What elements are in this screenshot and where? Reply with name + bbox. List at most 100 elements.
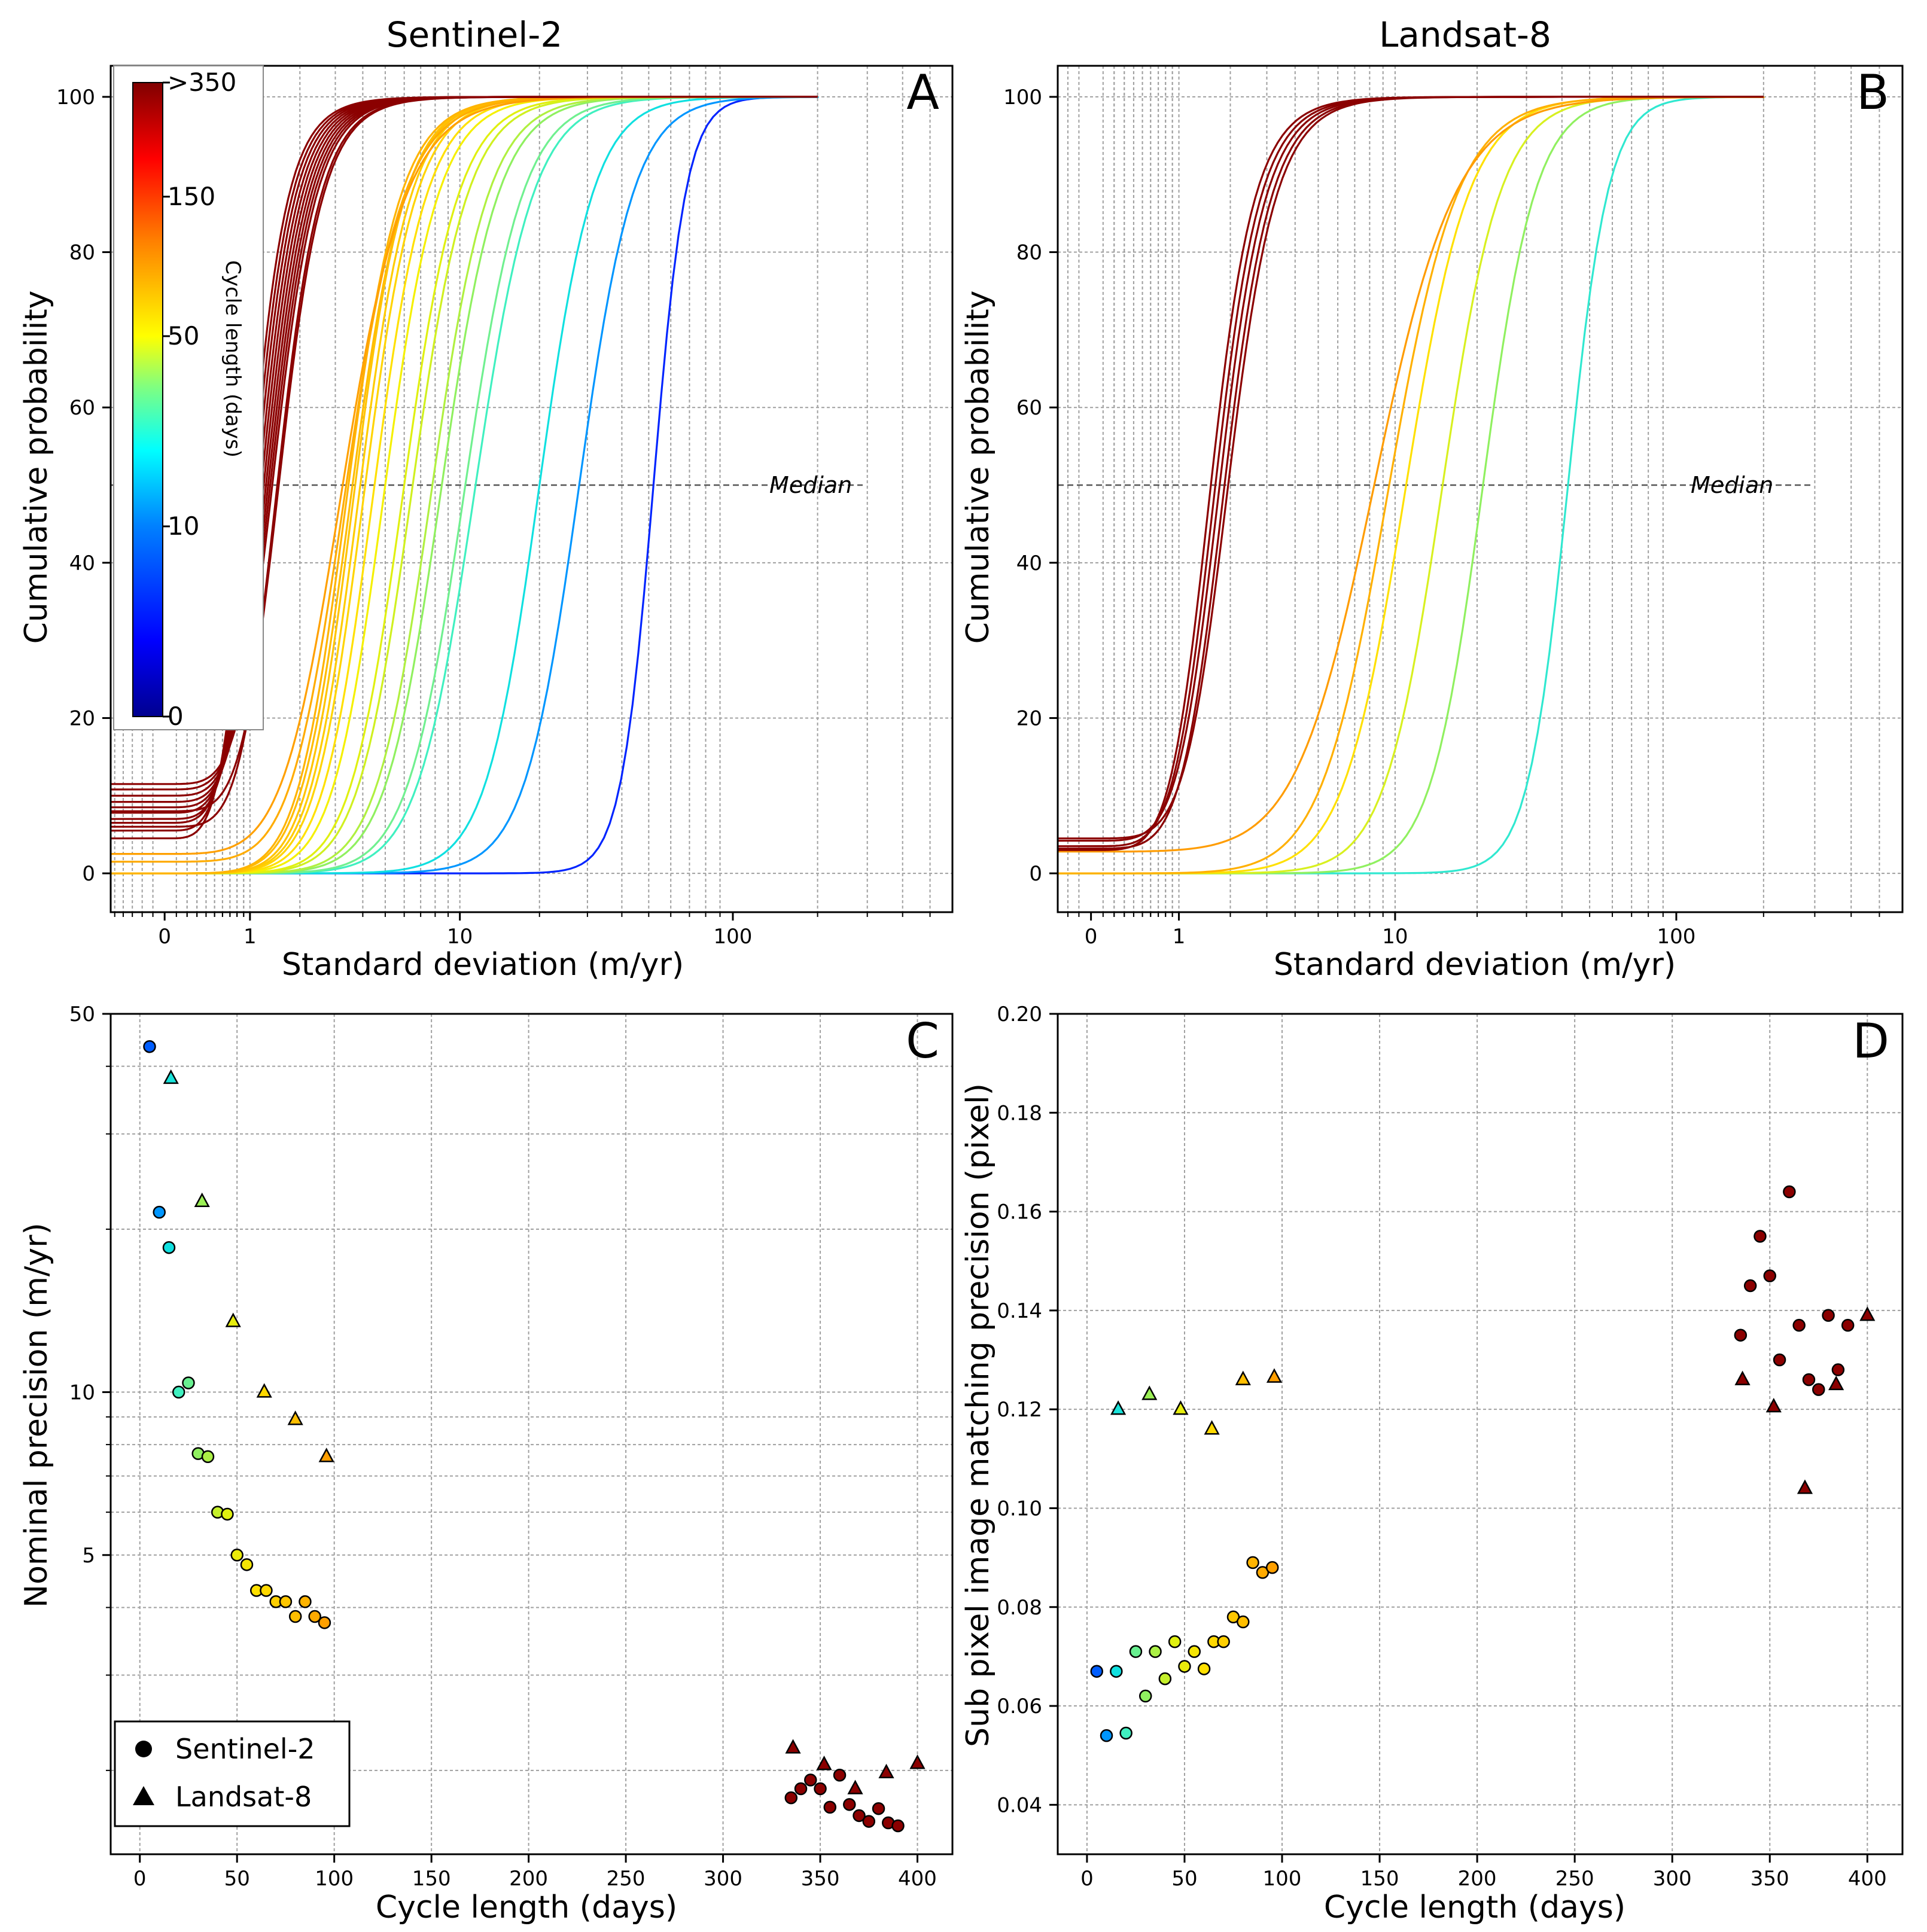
point-sentinel-2 [1773, 1353, 1786, 1367]
y-tick-label: 0.04 [997, 1793, 1042, 1817]
x-tick-label: 10 [447, 925, 473, 949]
y-tick-label: 0.20 [997, 1002, 1042, 1026]
point-sentinel-2 [279, 1595, 293, 1608]
point-sentinel-2 [182, 1376, 195, 1389]
legend-triangle-marker [133, 1786, 154, 1805]
point-sentinel-2 [162, 1241, 176, 1254]
point-sentinel-2 [1783, 1185, 1796, 1199]
x-tick-label: 1 [1173, 925, 1186, 949]
panel-a-letter: A [906, 65, 939, 120]
panel-a-ylabel: Cumulative probability [19, 291, 54, 644]
point-sentinel-2 [1792, 1318, 1806, 1332]
point-sentinel-2 [862, 1815, 876, 1828]
point-sentinel-2 [1138, 1689, 1152, 1703]
y-tick-label: 80 [1016, 241, 1042, 265]
y-tick-label: 0.12 [997, 1398, 1042, 1422]
point-sentinel-2 [1246, 1556, 1259, 1570]
point-landsat-8 [816, 1756, 832, 1771]
point-sentinel-2 [1237, 1615, 1250, 1629]
panel-d-xlabel: Cycle length (days) [1324, 1890, 1625, 1925]
y-tick-label: 20 [69, 706, 95, 730]
y-tick-label: 40 [69, 551, 95, 575]
point-landsat-8 [318, 1448, 334, 1462]
x-tick-label: 200 [509, 1867, 548, 1891]
point-sentinel-2 [1158, 1672, 1172, 1686]
colorbar-tick-label: 150 [168, 182, 215, 211]
point-landsat-8 [1828, 1375, 1844, 1391]
x-tick-label: 150 [1360, 1867, 1399, 1891]
panel-a-median-label: Median [769, 472, 852, 498]
y-tick-label: 0 [82, 862, 95, 886]
point-sentinel-2 [153, 1205, 166, 1219]
x-tick-label: 400 [898, 1867, 937, 1891]
point-sentinel-2 [1197, 1662, 1211, 1675]
x-tick-label: 50 [1171, 1867, 1197, 1891]
cdf-curve-96-days [1058, 96, 1765, 853]
point-sentinel-2 [843, 1798, 856, 1811]
y-tick-label: 100 [1003, 86, 1042, 109]
y-tick-label: 0.10 [997, 1497, 1042, 1520]
point-landsat-8 [1797, 1479, 1813, 1494]
y-tick-label: 5 [82, 1544, 95, 1568]
y-tick-label: 0.08 [997, 1596, 1042, 1620]
x-tick-label: 300 [704, 1867, 742, 1891]
x-tick-label: 10 [1382, 925, 1408, 949]
panel-a-xlabel: Standard deviation (m/yr) [282, 947, 684, 983]
y-tick-label: 20 [1016, 706, 1042, 730]
point-sentinel-2 [318, 1616, 331, 1629]
panel-c-ylabel: Nominal precision (m/yr) [19, 1223, 54, 1608]
point-sentinel-2 [1129, 1645, 1143, 1658]
x-tick-label: 1 [243, 925, 257, 949]
x-tick-label: 350 [801, 1867, 840, 1891]
point-landsat-8 [1734, 1370, 1751, 1385]
point-sentinel-2 [1754, 1230, 1767, 1243]
point-sentinel-2 [308, 1610, 321, 1623]
y-tick-label: 0.06 [997, 1695, 1042, 1718]
panel-a-title: Sentinel-2 [386, 14, 563, 55]
panel-b-xlabel: Standard deviation (m/yr) [1274, 947, 1676, 983]
colorbar-outline [132, 82, 163, 717]
point-landsat-8 [194, 1192, 210, 1208]
x-tick-label: 50 [224, 1867, 250, 1891]
point-landsat-8 [1141, 1385, 1158, 1400]
point-landsat-8 [1173, 1400, 1189, 1415]
point-sentinel-2 [201, 1450, 215, 1464]
panel-b-median-label: Median [1691, 472, 1773, 498]
point-sentinel-2 [1743, 1279, 1757, 1293]
panel-d: 0 50 100 150 200 250 300 350 400 0.04 0.06 0.08 0.10… [960, 1002, 1904, 1925]
x-tick-label: 150 [412, 1867, 451, 1891]
point-sentinel-2 [230, 1549, 243, 1562]
point-sentinel-2 [221, 1507, 234, 1521]
panel-b-letter: B [1856, 65, 1889, 120]
point-sentinel-2 [1149, 1645, 1162, 1658]
point-sentinel-2 [240, 1558, 254, 1571]
point-sentinel-2 [1217, 1635, 1230, 1648]
point-sentinel-2 [804, 1773, 817, 1787]
point-sentinel-2 [872, 1802, 885, 1815]
panel-b-title: Landsat-8 [1379, 14, 1551, 55]
x-tick-label: 300 [1653, 1867, 1692, 1891]
point-sentinel-2 [260, 1584, 273, 1597]
point-sentinel-2 [1110, 1665, 1123, 1678]
point-sentinel-2 [172, 1385, 185, 1399]
panel-d-letter: D [1852, 1013, 1889, 1069]
point-landsat-8 [1235, 1370, 1251, 1385]
panel-b-ylabel: Cumulative probability [960, 291, 996, 644]
point-landsat-8 [1204, 1420, 1220, 1435]
plot-frame [109, 65, 954, 913]
point-landsat-8 [1859, 1306, 1876, 1321]
point-sentinel-2 [814, 1782, 827, 1796]
point-sentinel-2 [1812, 1383, 1825, 1396]
cdf-curve-80-days [1058, 96, 1765, 874]
point-landsat-8 [1110, 1400, 1127, 1415]
x-tick-label: 400 [1848, 1867, 1887, 1891]
point-sentinel-2 [1100, 1729, 1113, 1742]
legend-sentinel-2: Sentinel-2 [175, 1733, 315, 1765]
colorbar-tick-label: 50 [168, 321, 199, 351]
y-tick-label: 0.18 [997, 1101, 1042, 1125]
x-tick-label: 100 [1263, 1867, 1302, 1891]
point-sentinel-2 [288, 1610, 302, 1623]
point-landsat-8 [1266, 1368, 1283, 1383]
point-sentinel-2 [1831, 1363, 1845, 1376]
